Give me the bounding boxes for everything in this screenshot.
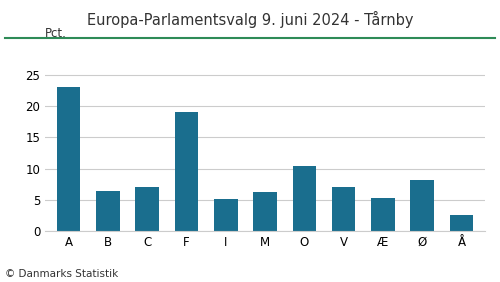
Bar: [410, 180, 434, 231]
Bar: [253, 192, 277, 231]
Text: Pct.: Pct.: [45, 27, 67, 40]
Bar: [292, 166, 316, 231]
Bar: [136, 187, 159, 231]
Text: Europa-Parlamentsvalg 9. juni 2024 - Tårnby: Europa-Parlamentsvalg 9. juni 2024 - Tår…: [87, 11, 413, 28]
Bar: [174, 112, 198, 231]
Bar: [371, 198, 394, 231]
Bar: [214, 199, 238, 231]
Text: © Danmarks Statistik: © Danmarks Statistik: [5, 269, 118, 279]
Bar: [332, 187, 355, 231]
Bar: [96, 191, 120, 231]
Bar: [57, 87, 80, 231]
Bar: [450, 215, 473, 231]
